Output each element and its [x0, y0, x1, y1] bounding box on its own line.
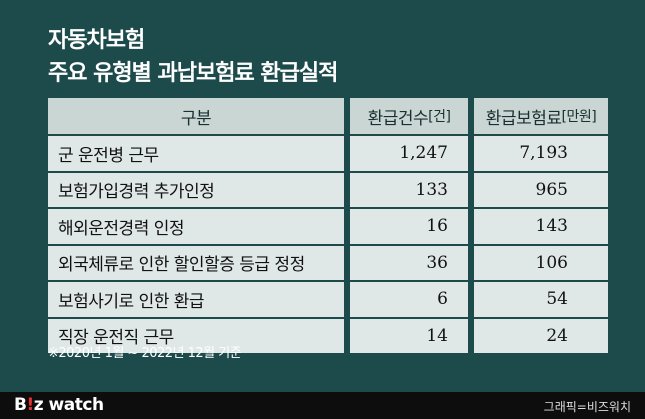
- row-amount: 143: [474, 209, 608, 244]
- page-title: 자동차보험 주요 유형별 과납보험료 환급실적: [48, 24, 338, 90]
- row-count: 6: [350, 282, 468, 317]
- header-count-label: 환급건수: [367, 108, 429, 129]
- row-category: 외국체류로 인한 할인할증 등급 정정: [48, 245, 344, 280]
- row-category: 해외운전경력 인정: [48, 209, 344, 244]
- header-amount: 환급보험료 [만원]: [474, 98, 608, 134]
- row-count: 16: [350, 209, 468, 244]
- graphic-credit: 그래픽=비즈워치: [543, 400, 631, 414]
- row-amount: 106: [474, 245, 608, 280]
- row-amount: 7,193: [474, 136, 608, 171]
- row-count: 133: [350, 172, 468, 207]
- row-category: 군 운전병 근무: [48, 136, 344, 171]
- title-line-2: 주요 유형별 과납보험료 환급실적: [48, 61, 338, 86]
- footnote: ※2020년 1월 ~ 2022년 12월 기준: [48, 346, 242, 361]
- table-row: 보험가입경력 추가인정 133 965: [48, 172, 608, 207]
- row-category: 보험가입경력 추가인정: [48, 172, 344, 207]
- header-category: 구분: [48, 98, 344, 134]
- row-amount: 54: [474, 282, 608, 317]
- header-count-unit: [건]: [428, 109, 451, 125]
- bizwatch-logo: B!z watch: [14, 395, 104, 415]
- row-amount: 24: [474, 318, 608, 353]
- table-row: 보험사기로 인한 환급 6 54: [48, 282, 608, 317]
- table-header: 구분 환급건수 [건] 환급보험료 [만원]: [48, 98, 608, 134]
- table-row: 군 운전병 근무 1,247 7,193: [48, 136, 608, 171]
- row-category: 보험사기로 인한 환급: [48, 282, 344, 317]
- header-amount-label: 환급보험료: [485, 108, 562, 129]
- row-amount: 965: [474, 172, 608, 207]
- table-row: 외국체류로 인한 할인할증 등급 정정 36 106: [48, 245, 608, 280]
- row-count: 36: [350, 245, 468, 280]
- table-row: 해외운전경력 인정 16 143: [48, 209, 608, 244]
- title-line-1: 자동차보험: [48, 28, 145, 53]
- table-row: 직장 운전직 근무 14 24: [48, 318, 608, 353]
- header-count: 환급건수 [건]: [350, 98, 468, 134]
- row-count: 1,247: [350, 136, 468, 171]
- row-count: 14: [350, 318, 468, 353]
- refund-table: 구분 환급건수 [건] 환급보험료 [만원] 군 운전병 근무 1,247 7,19…: [48, 98, 608, 355]
- row-category: 직장 운전직 근무: [48, 318, 344, 353]
- header-amount-unit: [만원]: [561, 109, 597, 125]
- footer-bar: B!z watch 그래픽=비즈워치: [0, 392, 645, 419]
